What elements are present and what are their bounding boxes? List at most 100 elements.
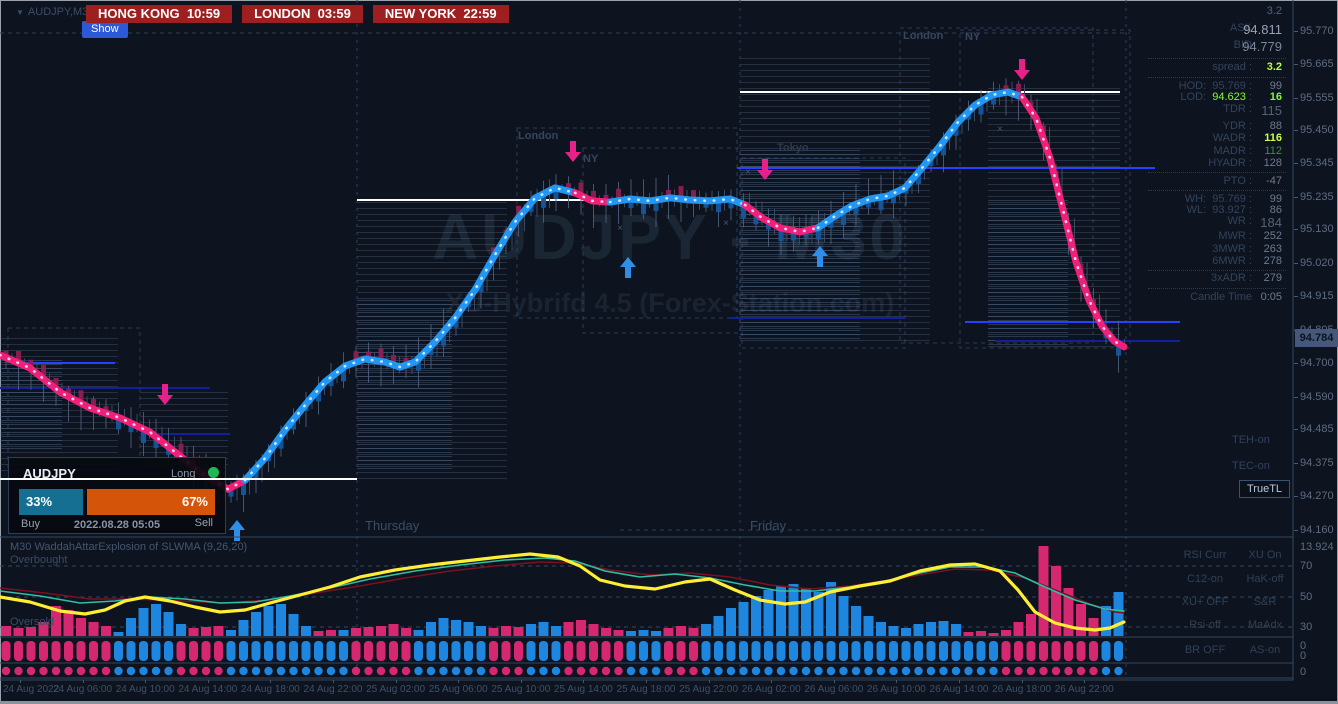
quote-value-mwr3: 263: [1263, 243, 1282, 255]
trend-ribbon-dots: [243, 186, 577, 482]
wae-histogram-bar: [176, 624, 186, 636]
candle-body: [441, 333, 446, 346]
buy-arrow[interactable]: [620, 257, 636, 278]
market-profile-texture: [740, 58, 930, 343]
candle-body: [378, 348, 384, 360]
indicator-axis-label: 13.924: [1300, 541, 1334, 553]
wae-histogram-bar: [526, 624, 536, 636]
session-range-box: [959, 29, 1131, 349]
candle-body: [591, 190, 596, 199]
quote-value-ydr: 88: [1269, 120, 1282, 132]
candle-body: [978, 103, 984, 115]
trend-strip-bar: [151, 641, 161, 661]
trend-strip-bar: [101, 641, 111, 661]
trend-strip-bar: [201, 641, 211, 661]
wae-histogram-bar: [726, 608, 736, 636]
toggle-br-off[interactable]: BR OFF: [1184, 644, 1226, 656]
watermark-indicator-name: XU-Hybrifd 4.5 (Forex-Station.com): [445, 288, 895, 318]
time-axis-tick: [82, 680, 84, 683]
candle-body: [653, 201, 659, 211]
wae-histogram-bar: [26, 627, 36, 636]
candle-body: [103, 406, 109, 412]
symbol-tab[interactable]: ▼ AUDJPY,M30: [16, 6, 94, 18]
toggle-xu-on[interactable]: XU On: [1248, 549, 1282, 561]
truetl-button[interactable]: TrueTL: [1239, 480, 1291, 498]
quote-row-bid: BID 94.779: [1148, 39, 1286, 54]
wae-histogram-bar: [301, 626, 311, 636]
sell-arrow[interactable]: [757, 159, 773, 180]
wae-histogram-bar: [876, 622, 886, 636]
trend-strip-bar: [239, 641, 248, 661]
fractal-x-marker: ×: [617, 223, 623, 234]
time-axis-tick: [333, 680, 334, 683]
toggle-xu-off[interactable]: XU+ OFF: [1181, 596, 1229, 608]
candle-body: [16, 350, 21, 361]
trend-dot: [639, 666, 648, 676]
trend-strip-bar: [614, 641, 623, 661]
trend-ribbon-dots: [1020, 95, 1126, 349]
buy-arrow[interactable]: [229, 520, 245, 541]
trend-strip-bar: [414, 641, 423, 661]
symbol-tab-label: AUDJPY,M30: [27, 6, 95, 18]
quote-label-mwr6: 6MWR :: [1212, 255, 1252, 267]
toggle-rsi-off[interactable]: Rsi-off: [1189, 619, 1221, 631]
toggle-c12-on[interactable]: C12-on: [1186, 573, 1224, 585]
trend-strip-bar: [976, 641, 986, 661]
quote-value-madr: 112: [1264, 145, 1282, 157]
time-axis-tick: [1084, 680, 1086, 683]
quote-label-ask: ASK: [1229, 22, 1252, 34]
trend-dot: [764, 666, 773, 676]
quote-row-pto: PTO : -47: [1148, 175, 1286, 188]
price-axis[interactable]: 95.770 95.665 95.555 95.450 95.345 95.235 95.1…: [1294, 0, 1338, 680]
wae-histogram-bar: [338, 630, 349, 636]
time-axis-label: 24 Aug 14:00: [178, 684, 238, 695]
wae-histogram-bar: [188, 628, 199, 636]
wae-histogram-bar: [1, 626, 11, 636]
sell-arrow[interactable]: [565, 141, 581, 162]
sell-arrow[interactable]: [157, 384, 173, 405]
toggle-tec-on[interactable]: TEC-on: [1232, 460, 1270, 472]
toggle-s-r[interactable]: S&R: [1253, 596, 1277, 608]
candle-body: [728, 201, 734, 209]
indicator-axis-label: 70: [1300, 560, 1313, 572]
price-axis-tick: [1294, 163, 1298, 164]
wae-histogram-bar: [238, 620, 249, 636]
trend-dot: [164, 666, 173, 676]
trend-strip-bar: [176, 641, 186, 661]
candle-body: [991, 96, 996, 105]
quote-value-adr3x: 279: [1263, 272, 1282, 284]
time-axis-label: 24 Aug 2022: [3, 684, 60, 695]
price-axis-tick: [1294, 197, 1298, 198]
quote-label-wl: WL: 93.927 :: [1186, 204, 1252, 216]
time-axis[interactable]: 24 Aug 2022 24 Aug 06:00 24 Aug 10:00 24 Au…: [0, 680, 1338, 702]
quote-value-mwr: 252: [1263, 230, 1282, 242]
trend-dot: [564, 666, 573, 676]
quote-label-ydr: YDR :: [1222, 120, 1252, 132]
candle-body: [841, 212, 846, 225]
candle-body: [753, 215, 759, 225]
candle-body: [253, 470, 259, 480]
toggle-rsi-curr[interactable]: RSI Curr: [1183, 549, 1227, 561]
trend-strip-bar: [139, 641, 148, 661]
trend-dot: [989, 666, 998, 676]
trend-dot: [101, 666, 111, 676]
window-frame-edge: [0, 701, 1338, 704]
time-axis-label: 26 Aug 06:00: [804, 684, 864, 695]
quote-value-tdr: 115: [1261, 103, 1282, 118]
toggle-as-on[interactable]: AS-on: [1249, 644, 1281, 656]
wae-histogram-bar: [538, 622, 549, 636]
buy-arrow[interactable]: [812, 246, 828, 267]
wae-histogram-bar: [1038, 546, 1049, 636]
toggle-hak-off[interactable]: HaK-off: [1246, 573, 1284, 585]
show-button[interactable]: Show: [82, 21, 128, 38]
session-label-ny: NY: [965, 31, 981, 43]
panel-separator: [1148, 77, 1286, 78]
toggle-maadx[interactable]: MaAdx: [1247, 619, 1283, 631]
time-axis-tick: [145, 680, 147, 683]
sell-arrow[interactable]: [1014, 59, 1030, 80]
trend-dot: [664, 666, 673, 676]
toggle-teh-on[interactable]: TEH-on: [1232, 434, 1270, 446]
quote-label-wadr: WADR :: [1212, 132, 1252, 144]
trend-strip-bar: [39, 641, 48, 661]
